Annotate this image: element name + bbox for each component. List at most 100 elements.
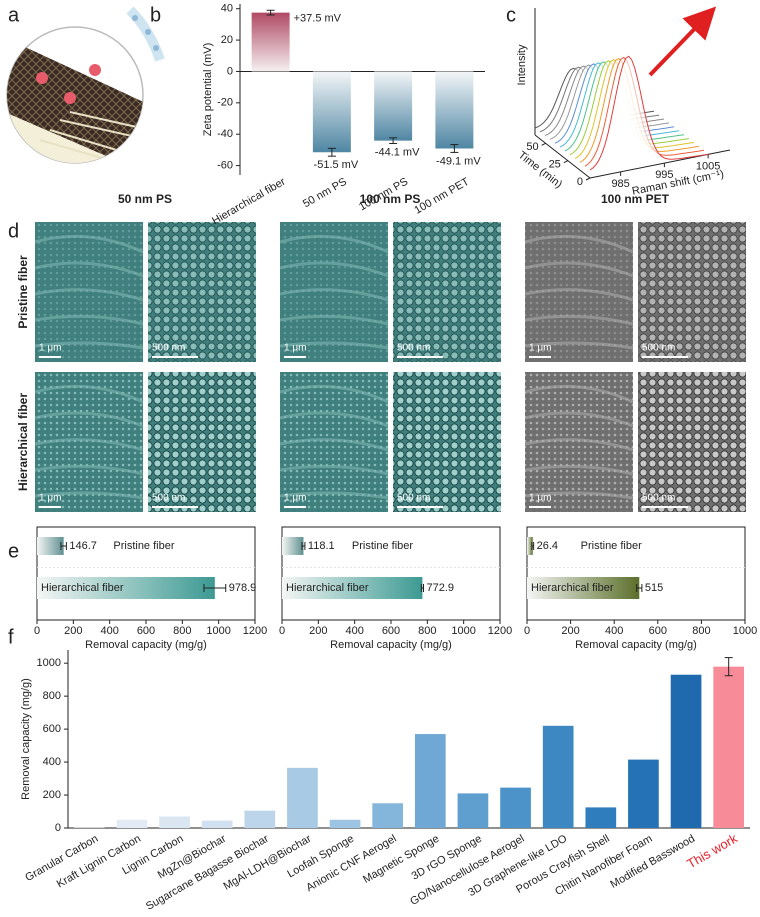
x-tick-label: 0 — [279, 625, 285, 637]
category-label: Pristine fiber — [352, 540, 413, 552]
sem-ridge — [34, 491, 144, 500]
x-tick-label: 400 — [345, 625, 363, 637]
x-tick-label: 1000 — [451, 625, 475, 637]
panel-label: a — [8, 4, 20, 26]
scale-bar-label: 1 μm — [39, 493, 61, 504]
y-axis-label: Zeta potential (mV) — [202, 43, 214, 137]
x-tick-label: 995 — [655, 169, 673, 181]
bar — [37, 577, 215, 599]
sem-ridge — [524, 464, 634, 476]
y-tick-label: 0 — [227, 65, 233, 77]
sem-ridge — [279, 261, 389, 278]
bar — [628, 759, 659, 828]
bar — [282, 537, 304, 555]
sem-ridge — [279, 234, 389, 254]
x-tick-label: 1000 — [733, 625, 757, 637]
column-header: 100 nm PET — [601, 192, 670, 206]
sem-ridge — [279, 384, 389, 404]
bar — [435, 71, 474, 149]
bar — [527, 577, 640, 599]
sem-ridge — [524, 314, 634, 326]
sem-ridge — [34, 288, 144, 302]
z-tick — [541, 142, 546, 146]
sem-ridge — [279, 288, 389, 302]
y-tick-label: 40 — [221, 3, 233, 15]
x-tick-label: 400 — [100, 625, 118, 637]
x-axis-label: Removal capacity (mg/g) — [330, 639, 452, 651]
y-tick-label: 200 — [43, 789, 61, 801]
category-label: Pristine fiber — [581, 540, 642, 552]
x-tick-label: 200 — [309, 625, 327, 637]
y-axis-label: Intensity — [516, 44, 528, 85]
x-axis-label: Removal capacity (mg/g) — [575, 639, 697, 651]
x-tick-label: 985 — [611, 178, 629, 190]
x-tick-label: 1200 — [488, 625, 512, 637]
z-tick — [585, 177, 591, 181]
sem-ridge — [34, 234, 144, 254]
scale-bar-label: 500 nm — [397, 493, 430, 504]
column-header: 50 nm PS — [118, 192, 172, 206]
bar — [542, 725, 574, 828]
x-tick-label: 1005 — [696, 160, 720, 172]
bar — [670, 674, 702, 828]
sem-ridge — [34, 341, 144, 350]
sem-texture — [393, 222, 501, 362]
x-tick-label: 800 — [173, 625, 191, 637]
y-tick-label: -20 — [217, 97, 233, 109]
category-label: Hierarchical fiber — [531, 582, 614, 594]
y-tick-label: 800 — [43, 690, 61, 702]
y-axis-label: Removal capacity (mg/g) — [20, 678, 32, 800]
fiber-illustration — [6, 6, 165, 164]
plot-frame — [526, 526, 746, 621]
column-header: 100 nm PS — [360, 192, 421, 206]
x-tick-label: 800 — [692, 625, 710, 637]
sem-ridge — [279, 411, 389, 428]
z-tick-label: 0 — [577, 176, 583, 188]
bar — [414, 734, 446, 828]
spectrum-curve — [589, 55, 710, 171]
x-tick-label: 200 — [561, 625, 579, 637]
value-label: -51.5 mV — [314, 159, 359, 171]
x-tick-label: Hierarchical fiber — [210, 176, 288, 228]
bar — [37, 537, 64, 555]
category-label: Hierarchical fiber — [286, 582, 369, 594]
bar — [201, 820, 233, 828]
sem-ridge — [279, 464, 389, 476]
z-tick-label: 25 — [549, 159, 561, 171]
panel-label: f — [8, 626, 14, 648]
scale-bar-label: 1 μm — [284, 493, 306, 504]
sem-ridge — [524, 438, 634, 452]
bar — [287, 767, 318, 828]
bar — [457, 793, 489, 828]
value-label: -49.1 mV — [436, 155, 481, 167]
sem-ridge — [34, 464, 144, 476]
value-label: -44.1 mV — [375, 146, 420, 158]
bar — [713, 666, 745, 828]
row-label: Pristine fiber — [16, 255, 30, 329]
sem-ridge — [34, 314, 144, 326]
value-label: 26.4 — [537, 540, 558, 552]
sem-ridge — [524, 491, 634, 500]
sem-ridge — [524, 341, 634, 350]
sem-ridge — [34, 438, 144, 452]
sem-ridge — [34, 411, 144, 428]
value-label: 146.7 — [69, 540, 97, 552]
value-label: 772.9 — [427, 582, 455, 594]
x-tick-label: 800 — [418, 625, 436, 637]
value-label: +37.5 mV — [294, 13, 342, 25]
x-tick-label: 600 — [649, 625, 667, 637]
sem-ridge — [279, 314, 389, 326]
value-label: 118.1 — [308, 540, 335, 552]
sem-ridge — [279, 341, 389, 350]
sem-ridge — [524, 288, 634, 302]
value-label: 978.9 — [229, 582, 257, 594]
z-tick — [563, 160, 569, 164]
y-tick-label: 20 — [221, 34, 233, 46]
y-tick-label: 400 — [43, 756, 61, 768]
bar — [500, 787, 531, 828]
sem-ridge — [524, 411, 634, 428]
panel-label: b — [150, 4, 161, 26]
y-tick-label: -60 — [217, 159, 233, 171]
y-tick-label: 1000 — [37, 657, 61, 669]
